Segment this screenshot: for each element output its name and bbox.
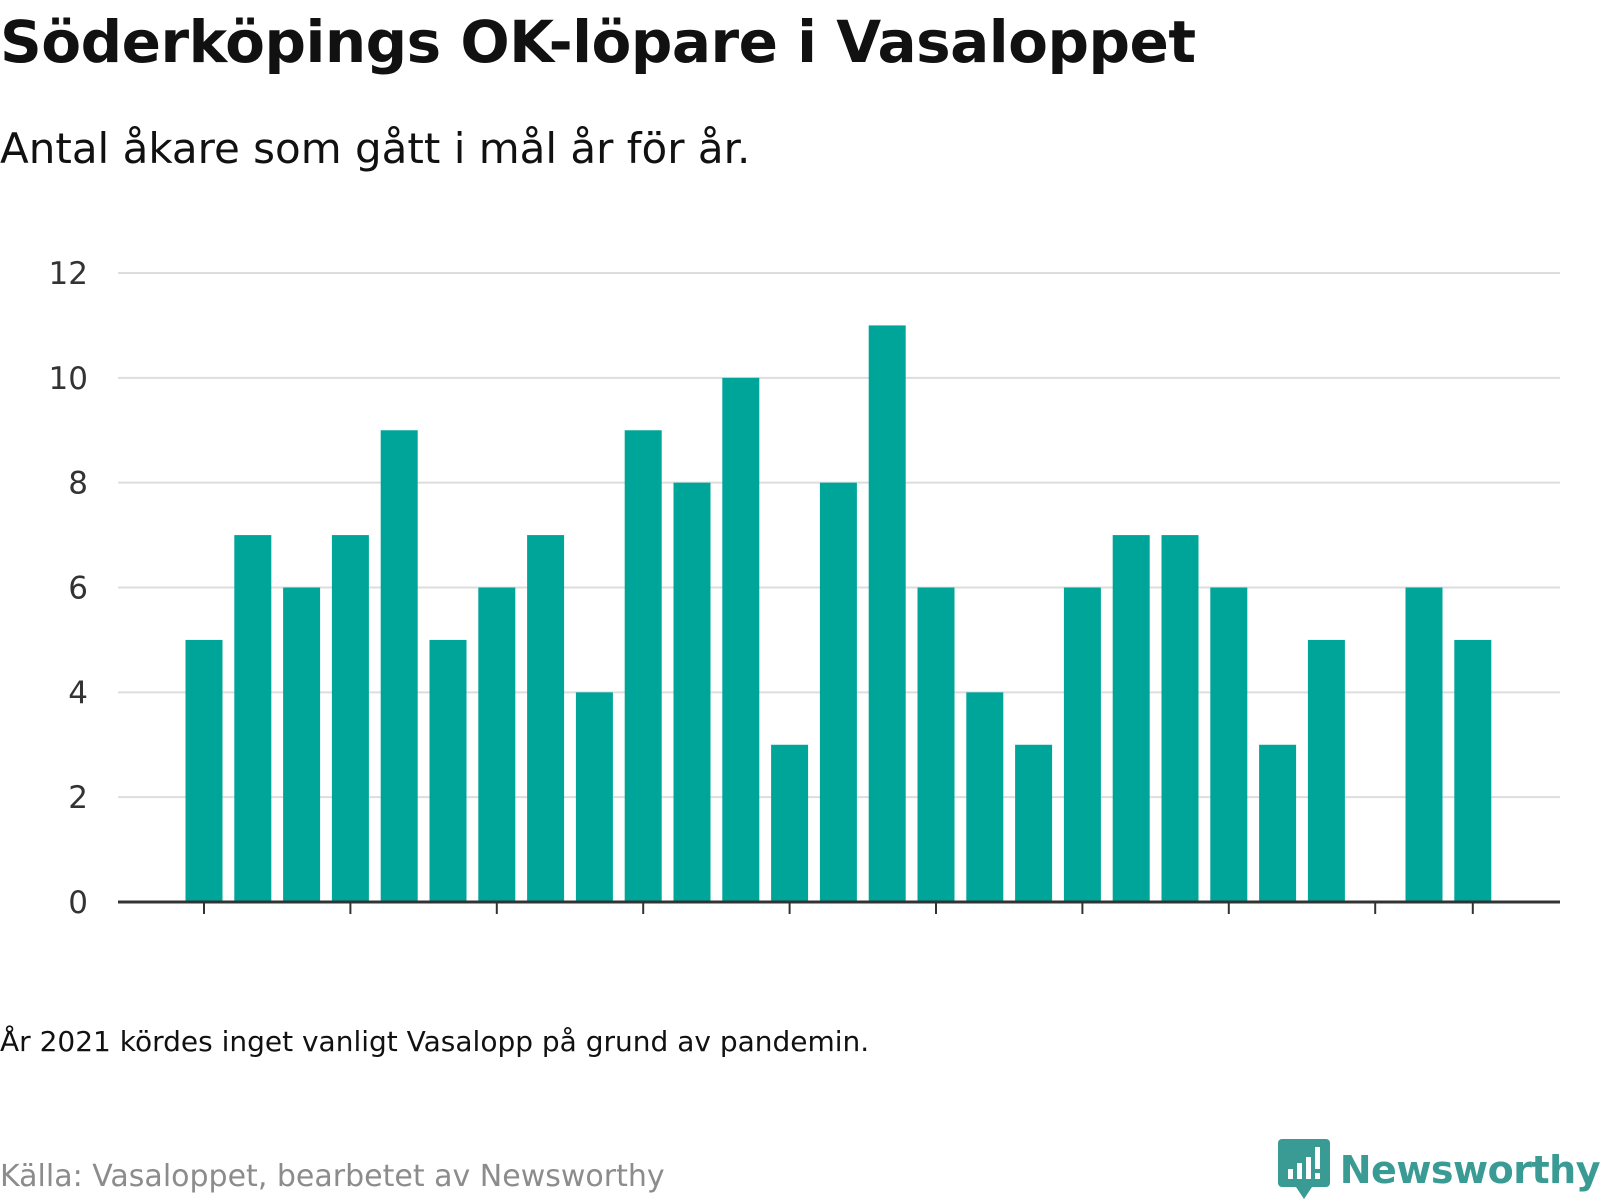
bar-2020 [1307,639,1345,902]
y-axis-labels: 0 2 4 6 8 10 12 [49,256,88,921]
bar-2009 [771,744,809,902]
newsworthy-logo: Newsworthy [1277,1139,1600,1201]
y-tick-label: 2 [68,780,88,816]
bar-2019 [1259,744,1297,902]
bar-2018 [1210,587,1248,902]
y-tick-label: 0 [68,885,88,921]
chart-title: Söderköpings OK-löpare i Vasaloppet [0,8,1196,76]
bar-2001 [380,430,418,902]
y-tick-label: 6 [68,571,88,607]
bar-2005 [575,692,613,902]
source-credit: Källa: Vasaloppet, bearbetet av Newswort… [0,1159,665,1194]
bar-1998 [234,535,272,902]
bar-2004 [527,535,565,902]
bar-1999 [283,587,321,902]
bar-1997 [185,639,223,902]
bar-2006 [624,430,662,902]
bar-2000 [331,535,369,902]
bar-2015 [1063,587,1101,902]
chart-note: År 2021 kördes inget vanligt Vasalopp på… [0,1025,870,1058]
newsworthy-logo-icon [1277,1139,1330,1199]
bar-2023 [1454,639,1492,902]
chart-subtitle: Antal åkare som gått i mål år för år. [0,124,751,173]
y-tick-label: 8 [68,466,88,502]
bar-2014 [1015,744,1053,902]
bar-2007 [673,482,711,902]
bar-2008 [722,377,760,902]
y-tick-label: 12 [49,256,88,292]
bar-2003 [478,587,516,902]
bar-2010 [819,482,857,902]
y-tick-label: 10 [49,361,88,397]
x-axis [118,900,1560,914]
bar-2013 [966,692,1004,902]
bar-2012 [917,587,955,902]
bar-2017 [1161,535,1199,902]
bar-2011 [868,325,906,903]
bar-2016 [1112,535,1150,902]
bar-2002 [429,639,467,902]
y-tick-label: 4 [68,675,88,711]
bars [185,325,1492,903]
newsworthy-logo-text: Newsworthy [1339,1148,1600,1192]
bar-2022 [1405,587,1443,902]
